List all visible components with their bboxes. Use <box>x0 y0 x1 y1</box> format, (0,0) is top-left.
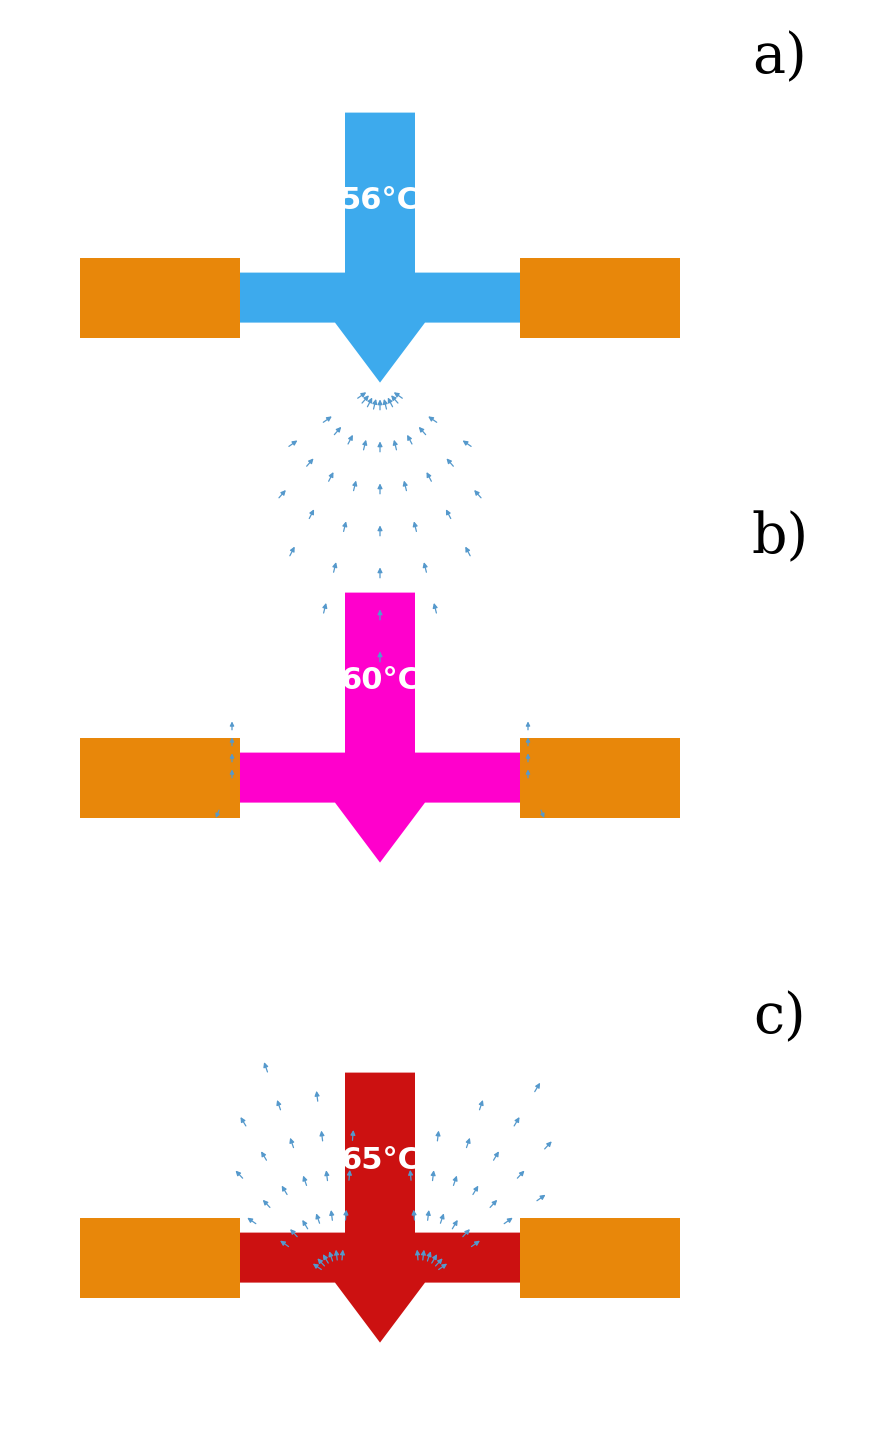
Bar <box>80 1217 240 1298</box>
Bar <box>80 258 240 337</box>
Text: c): c) <box>753 991 807 1045</box>
Polygon shape <box>240 112 520 382</box>
Text: 65°C: 65°C <box>340 1146 420 1175</box>
Bar <box>520 1217 680 1298</box>
Polygon shape <box>240 1073 520 1343</box>
Polygon shape <box>240 593 520 862</box>
Text: 60°C: 60°C <box>340 666 420 695</box>
Bar <box>520 258 680 337</box>
Bar <box>520 738 680 818</box>
Text: a): a) <box>753 30 807 85</box>
Text: 56°C: 56°C <box>340 186 420 215</box>
Text: b): b) <box>752 510 808 565</box>
Bar <box>80 738 240 818</box>
